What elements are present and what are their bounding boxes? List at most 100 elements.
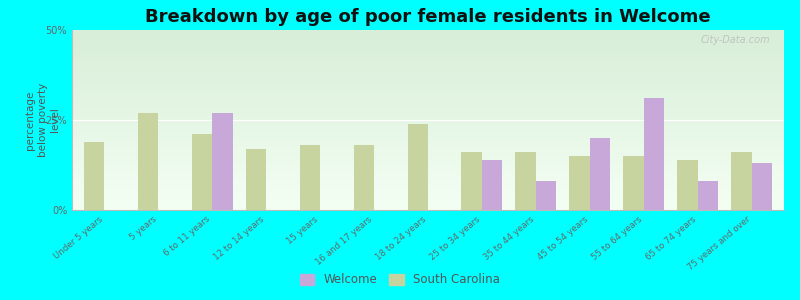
Bar <box>72 143 784 145</box>
Bar <box>72 140 784 142</box>
Bar <box>72 174 784 176</box>
Bar <box>72 194 784 196</box>
Bar <box>212 113 233 210</box>
Bar <box>72 203 784 205</box>
Bar <box>84 142 104 210</box>
Bar <box>72 84 784 86</box>
Bar <box>72 170 784 172</box>
Bar <box>72 106 784 107</box>
Bar <box>72 129 784 131</box>
Bar <box>72 179 784 181</box>
Bar <box>72 199 784 201</box>
Bar <box>72 190 784 192</box>
Bar <box>72 152 784 154</box>
Bar <box>72 124 784 125</box>
Bar <box>72 187 784 188</box>
Bar <box>72 97 784 98</box>
Bar <box>72 160 784 161</box>
Bar <box>72 115 784 116</box>
Bar <box>72 134 784 136</box>
Bar <box>482 160 502 210</box>
Bar <box>698 181 718 210</box>
Bar <box>515 152 536 210</box>
Bar <box>677 160 698 210</box>
Bar <box>72 71 784 73</box>
Bar <box>72 201 784 203</box>
Bar <box>536 181 556 210</box>
Bar <box>72 122 784 124</box>
Bar <box>72 156 784 158</box>
Bar <box>72 52 784 53</box>
Bar <box>72 104 784 106</box>
Bar <box>72 196 784 197</box>
Bar <box>72 73 784 75</box>
Bar <box>72 86 784 88</box>
Bar <box>644 98 664 210</box>
Bar <box>72 50 784 52</box>
Bar <box>72 59 784 61</box>
Bar <box>570 156 590 210</box>
Bar <box>72 208 784 210</box>
Bar <box>72 109 784 111</box>
Bar <box>72 120 784 122</box>
Bar <box>72 82 784 84</box>
Bar <box>72 39 784 41</box>
Bar <box>752 163 772 210</box>
Bar <box>192 134 212 210</box>
Bar <box>72 55 784 57</box>
Bar <box>72 127 784 129</box>
Bar <box>72 79 784 80</box>
Bar <box>72 77 784 79</box>
Bar <box>72 149 784 151</box>
Bar <box>72 205 784 206</box>
Bar <box>72 66 784 68</box>
Bar <box>623 156 644 210</box>
Title: Breakdown by age of poor female residents in Welcome: Breakdown by age of poor female resident… <box>145 8 711 26</box>
Bar <box>72 80 784 82</box>
Bar <box>72 53 784 55</box>
Bar <box>72 165 784 167</box>
Bar <box>72 158 784 160</box>
Y-axis label: percentage
below poverty
level: percentage below poverty level <box>26 83 60 157</box>
Bar <box>72 116 784 118</box>
Legend: Welcome, South Carolina: Welcome, South Carolina <box>295 269 505 291</box>
Bar <box>72 61 784 62</box>
Bar <box>72 125 784 127</box>
Bar <box>72 75 784 77</box>
Bar <box>72 172 784 174</box>
Bar <box>72 151 784 152</box>
Bar <box>72 95 784 97</box>
Bar <box>300 145 320 210</box>
Bar <box>72 136 784 138</box>
Bar <box>72 70 784 71</box>
Bar <box>72 91 784 93</box>
Bar <box>72 161 784 163</box>
Bar <box>72 163 784 165</box>
Bar <box>72 34 784 35</box>
Bar <box>72 118 784 120</box>
Bar <box>72 181 784 183</box>
Bar <box>72 167 784 169</box>
Bar <box>72 41 784 43</box>
Bar <box>462 152 482 210</box>
Bar <box>72 138 784 140</box>
Bar <box>72 188 784 190</box>
Bar <box>72 107 784 109</box>
Text: City-Data.com: City-Data.com <box>700 35 770 45</box>
Bar <box>72 98 784 100</box>
Bar <box>72 192 784 194</box>
Bar <box>72 145 784 147</box>
Bar <box>72 46 784 48</box>
Bar <box>72 147 784 149</box>
Bar <box>72 48 784 50</box>
Bar <box>72 88 784 89</box>
Bar <box>72 43 784 44</box>
Bar <box>407 124 428 210</box>
Bar <box>72 102 784 104</box>
Bar <box>72 32 784 34</box>
Bar <box>72 111 784 113</box>
Bar <box>72 176 784 178</box>
Bar <box>72 89 784 91</box>
Bar <box>72 93 784 95</box>
Bar <box>72 178 784 179</box>
